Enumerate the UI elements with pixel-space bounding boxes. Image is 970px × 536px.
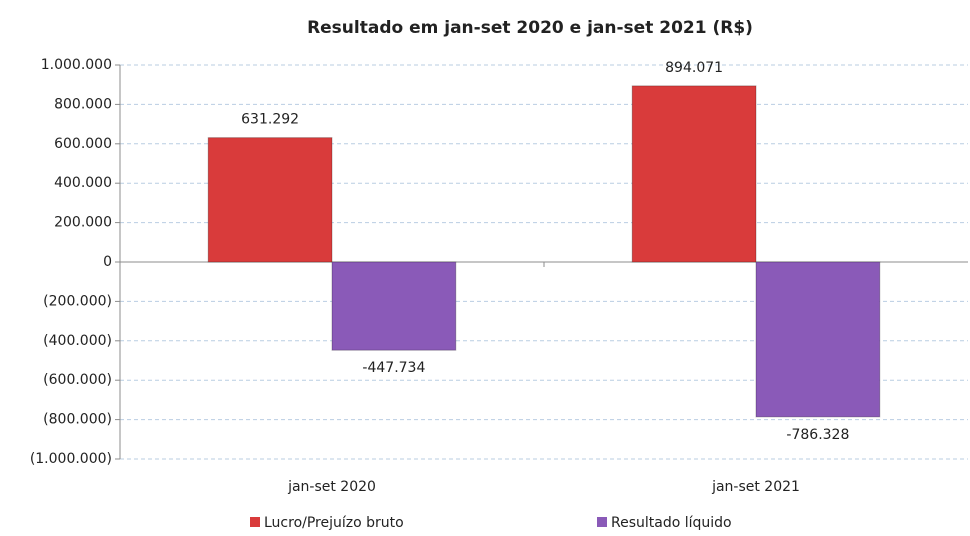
- bar: [207, 137, 333, 263]
- y-tick-label: (1.000.000): [30, 451, 112, 467]
- y-tick-label: 800.000: [54, 96, 112, 112]
- y-tick-label: (400.000): [43, 333, 112, 349]
- data-label: -786.328: [786, 427, 849, 443]
- bar: [331, 261, 457, 351]
- x-tick-label: jan-set 2021: [711, 479, 800, 495]
- legend-swatch: [250, 517, 260, 527]
- data-label: 631.292: [241, 112, 299, 128]
- y-tick-label: 600.000: [54, 136, 112, 152]
- legend-swatch: [597, 517, 607, 527]
- legend-label: Lucro/Prejuízo bruto: [264, 515, 404, 531]
- y-tick-label: (800.000): [43, 412, 112, 428]
- y-tick-label: 1.000.000: [41, 57, 112, 73]
- x-tick-label: jan-set 2020: [287, 479, 376, 495]
- bar: [631, 85, 757, 263]
- y-tick-label: 400.000: [54, 175, 112, 191]
- y-tick-label: 200.000: [54, 215, 112, 231]
- bar: [755, 261, 881, 418]
- chart-title: Resultado em jan-set 2020 e jan-set 2021…: [307, 18, 753, 38]
- data-label: -447.734: [362, 360, 425, 376]
- data-label: 894.071: [665, 60, 723, 76]
- y-tick-label: (200.000): [43, 293, 112, 309]
- legend-label: Resultado líquido: [611, 515, 732, 531]
- y-tick-label: 0: [103, 254, 112, 270]
- y-tick-label: (600.000): [43, 372, 112, 388]
